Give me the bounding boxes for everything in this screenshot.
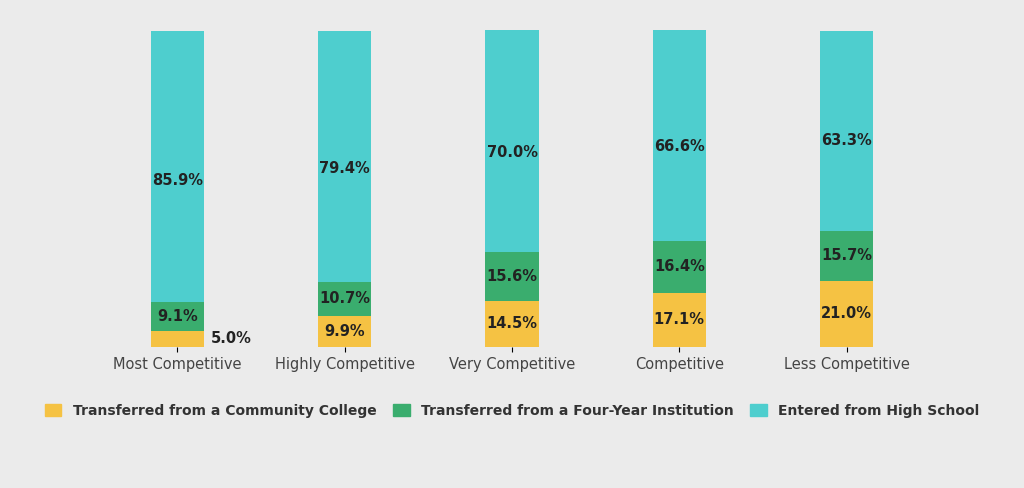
- Text: 17.1%: 17.1%: [653, 312, 705, 327]
- Bar: [652, 30, 707, 241]
- Bar: [151, 303, 204, 331]
- Text: 10.7%: 10.7%: [319, 291, 371, 306]
- Bar: [151, 331, 204, 347]
- Bar: [820, 231, 873, 281]
- Bar: [652, 293, 707, 347]
- Text: 9.9%: 9.9%: [325, 324, 365, 339]
- Text: 70.0%: 70.0%: [486, 144, 538, 160]
- Bar: [485, 301, 539, 347]
- Bar: [151, 31, 204, 303]
- Legend: Transferred from a Community College, Transferred from a Four-Year Institution, : Transferred from a Community College, Tr…: [45, 404, 979, 418]
- Text: 5.0%: 5.0%: [211, 331, 252, 346]
- Text: 15.7%: 15.7%: [821, 248, 872, 263]
- Text: 16.4%: 16.4%: [654, 260, 705, 274]
- Text: 9.1%: 9.1%: [157, 309, 198, 324]
- Bar: [317, 282, 372, 316]
- Text: 63.3%: 63.3%: [821, 133, 872, 148]
- Text: 79.4%: 79.4%: [319, 162, 370, 176]
- Bar: [820, 281, 873, 347]
- Bar: [317, 316, 372, 347]
- Bar: [317, 31, 372, 282]
- Bar: [820, 31, 873, 231]
- Text: 14.5%: 14.5%: [486, 317, 538, 331]
- Text: 66.6%: 66.6%: [654, 139, 705, 154]
- Text: 15.6%: 15.6%: [486, 269, 538, 284]
- Bar: [652, 241, 707, 293]
- Bar: [485, 252, 539, 301]
- Text: 21.0%: 21.0%: [821, 306, 872, 321]
- Bar: [485, 30, 539, 252]
- Text: 85.9%: 85.9%: [152, 173, 203, 188]
